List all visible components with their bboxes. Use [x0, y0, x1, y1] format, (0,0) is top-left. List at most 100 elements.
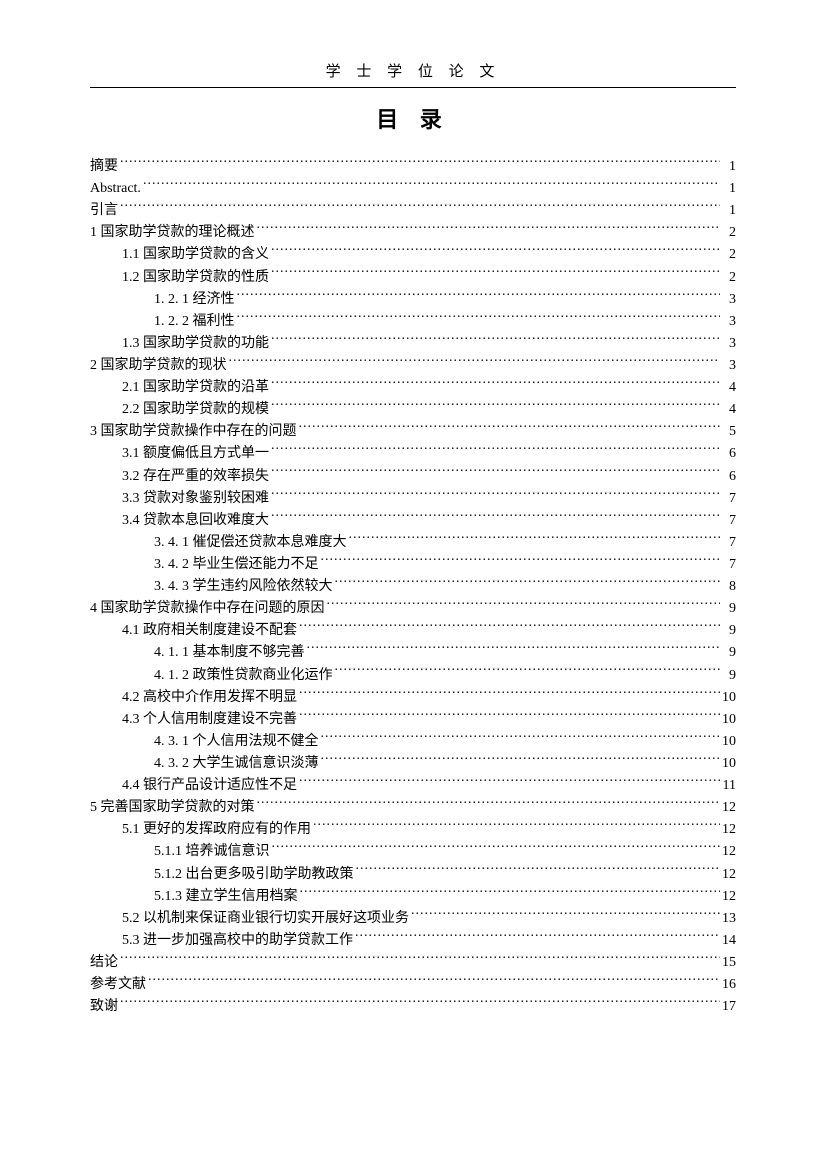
- toc-entry-label: 1.2 国家助学贷款的性质: [122, 267, 269, 289]
- page-container: 学 士 学 位 论 文 目 录 摘要1Abstract.1引言11 国家助学贷款…: [0, 0, 826, 1078]
- toc-entry-page: 12: [722, 841, 736, 863]
- toc-entry-label: 3.1 额度偏低且方式单一: [122, 443, 269, 465]
- toc-entry-page: 4: [722, 399, 736, 421]
- toc-entry-page: 9: [722, 620, 736, 642]
- toc-entry: 3. 4. 1 催促偿还贷款本息难度大7: [90, 532, 736, 554]
- toc-entry-page: 10: [722, 687, 736, 709]
- toc-entry: 3.1 额度偏低且方式单一6: [90, 443, 736, 465]
- toc-leader-dots: [271, 443, 720, 457]
- toc-entry-page: 3: [722, 289, 736, 311]
- toc-entry-page: 5: [722, 421, 736, 443]
- toc-entry-page: 6: [722, 466, 736, 488]
- toc-entry: 2 国家助学贷款的现状 3: [90, 355, 736, 377]
- toc-entry: 5.1.2 出台更多吸引助学助教政策 12: [90, 864, 736, 886]
- toc-entry-page: 3: [722, 333, 736, 355]
- toc-entry: 1.2 国家助学贷款的性质2: [90, 267, 736, 289]
- toc-entry: 3. 4. 2 毕业生偿还能力不足 7: [90, 554, 736, 576]
- toc-entry-label: 4. 3. 2 大学生诚信意识淡薄: [154, 753, 319, 775]
- toc-entry: 1 国家助学贷款的理论概述2: [90, 222, 736, 244]
- toc-entry-label: 3.2 存在严重的效率损失: [122, 466, 269, 488]
- toc-entry: 5.1.1 培养诚信意识12: [90, 841, 736, 863]
- toc-leader-dots: [411, 908, 720, 922]
- toc-leader-dots: [349, 532, 721, 546]
- toc-entry-page: 1: [722, 200, 736, 222]
- toc-entry: 5.2 以机制来保证商业银行切实开展好这项业务13: [90, 908, 736, 930]
- toc-entry-page: 3: [722, 355, 736, 377]
- toc-entry-page: 4: [722, 377, 736, 399]
- toc-leader-dots: [229, 355, 721, 369]
- toc-leader-dots: [299, 709, 720, 723]
- toc-entry: 4.1 政府相关制度建设不配套9: [90, 620, 736, 642]
- toc-entry-label: 4. 1. 2 政策性贷款商业化运作: [154, 665, 333, 687]
- toc-entry-label: 引言: [90, 200, 118, 222]
- toc-leader-dots: [307, 642, 721, 656]
- toc-leader-dots: [271, 244, 720, 258]
- toc-leader-dots: [313, 819, 720, 833]
- toc-entry-label: 4.3 个人信用制度建设不完善: [122, 709, 297, 731]
- toc-entry-label: 5.3 进一步加强高校中的助学贷款工作: [122, 930, 353, 952]
- toc-leader-dots: [271, 399, 720, 413]
- toc-entry-label: 3 国家助学贷款操作中存在的问题: [90, 421, 297, 443]
- toc-entry-page: 13: [722, 908, 736, 930]
- toc-entry-page: 16: [722, 974, 736, 996]
- toc-leader-dots: [321, 753, 721, 767]
- toc-entry: 3.4 贷款本息回收难度大7: [90, 510, 736, 532]
- toc-leader-dots: [237, 289, 721, 303]
- toc-entry-label: 摘要: [90, 156, 118, 178]
- toc-entry-page: 9: [722, 598, 736, 620]
- toc-entry-page: 10: [722, 753, 736, 775]
- toc-entry-page: 10: [722, 709, 736, 731]
- toc-leader-dots: [271, 377, 720, 391]
- toc-entry-page: 11: [722, 775, 736, 797]
- toc-leader-dots: [271, 267, 720, 281]
- toc-entry-label: 1. 2. 1 经济性: [154, 289, 235, 311]
- toc-entry-page: 12: [722, 819, 736, 841]
- toc-entry: 致谢 17: [90, 996, 736, 1018]
- toc-entry-page: 9: [722, 665, 736, 687]
- toc-entry-page: 12: [722, 864, 736, 886]
- toc-entry: 4.4 银行产品设计适应性不足 11: [90, 775, 736, 797]
- toc-leader-dots: [321, 731, 721, 745]
- toc-leader-dots: [237, 311, 721, 325]
- toc-entry-label: 参考文献: [90, 974, 146, 996]
- toc-entry-label: 2 国家助学贷款的现状: [90, 355, 227, 377]
- toc-list: 摘要1Abstract.1引言11 国家助学贷款的理论概述21.1 国家助学贷款…: [90, 156, 736, 1018]
- toc-leader-dots: [271, 466, 720, 480]
- toc-entry: 2.1 国家助学贷款的沿革4: [90, 377, 736, 399]
- toc-entry-page: 17: [722, 996, 736, 1018]
- toc-leader-dots: [321, 554, 721, 568]
- toc-entry-label: 4.4 银行产品设计适应性不足: [122, 775, 297, 797]
- toc-entry-label: 3. 4. 2 毕业生偿还能力不足: [154, 554, 319, 576]
- toc-entry-label: 5.1.2 出台更多吸引助学助教政策: [154, 864, 354, 886]
- toc-entry: 4. 3. 2 大学生诚信意识淡薄 10: [90, 753, 736, 775]
- toc-leader-dots: [271, 333, 720, 347]
- toc-entry-label: 1.3 国家助学贷款的功能: [122, 333, 269, 355]
- toc-leader-dots: [356, 864, 721, 878]
- toc-leader-dots: [335, 665, 721, 679]
- toc-entry: 4. 1. 2 政策性贷款商业化运作 9: [90, 665, 736, 687]
- toc-leader-dots: [299, 687, 720, 701]
- toc-leader-dots: [271, 488, 720, 502]
- toc-entry: 4. 1. 1 基本制度不够完善9: [90, 642, 736, 664]
- toc-leader-dots: [327, 598, 721, 612]
- toc-leader-dots: [143, 178, 720, 192]
- toc-entry: 摘要1: [90, 156, 736, 178]
- toc-leader-dots: [272, 841, 721, 855]
- toc-entry-label: 3.3 贷款对象鉴别较困难: [122, 488, 269, 510]
- running-header: 学 士 学 位 论 文: [90, 60, 736, 88]
- toc-leader-dots: [299, 620, 720, 634]
- toc-entry-label: 4.2 高校中介作用发挥不明显: [122, 687, 297, 709]
- toc-entry-label: 致谢: [90, 996, 118, 1018]
- toc-entry: 5.3 进一步加强高校中的助学贷款工作14: [90, 930, 736, 952]
- toc-entry-page: 7: [722, 488, 736, 510]
- toc-entry-page: 7: [722, 554, 736, 576]
- toc-leader-dots: [120, 952, 720, 966]
- toc-entry-page: 12: [722, 797, 736, 819]
- toc-title: 目 录: [90, 102, 736, 134]
- toc-entry-label: Abstract.: [90, 178, 141, 200]
- toc-entry-page: 8: [722, 576, 736, 598]
- toc-entry-page: 7: [722, 510, 736, 532]
- toc-leader-dots: [257, 222, 721, 236]
- toc-entry: 5 完善国家助学贷款的对策12: [90, 797, 736, 819]
- toc-leader-dots: [335, 576, 721, 590]
